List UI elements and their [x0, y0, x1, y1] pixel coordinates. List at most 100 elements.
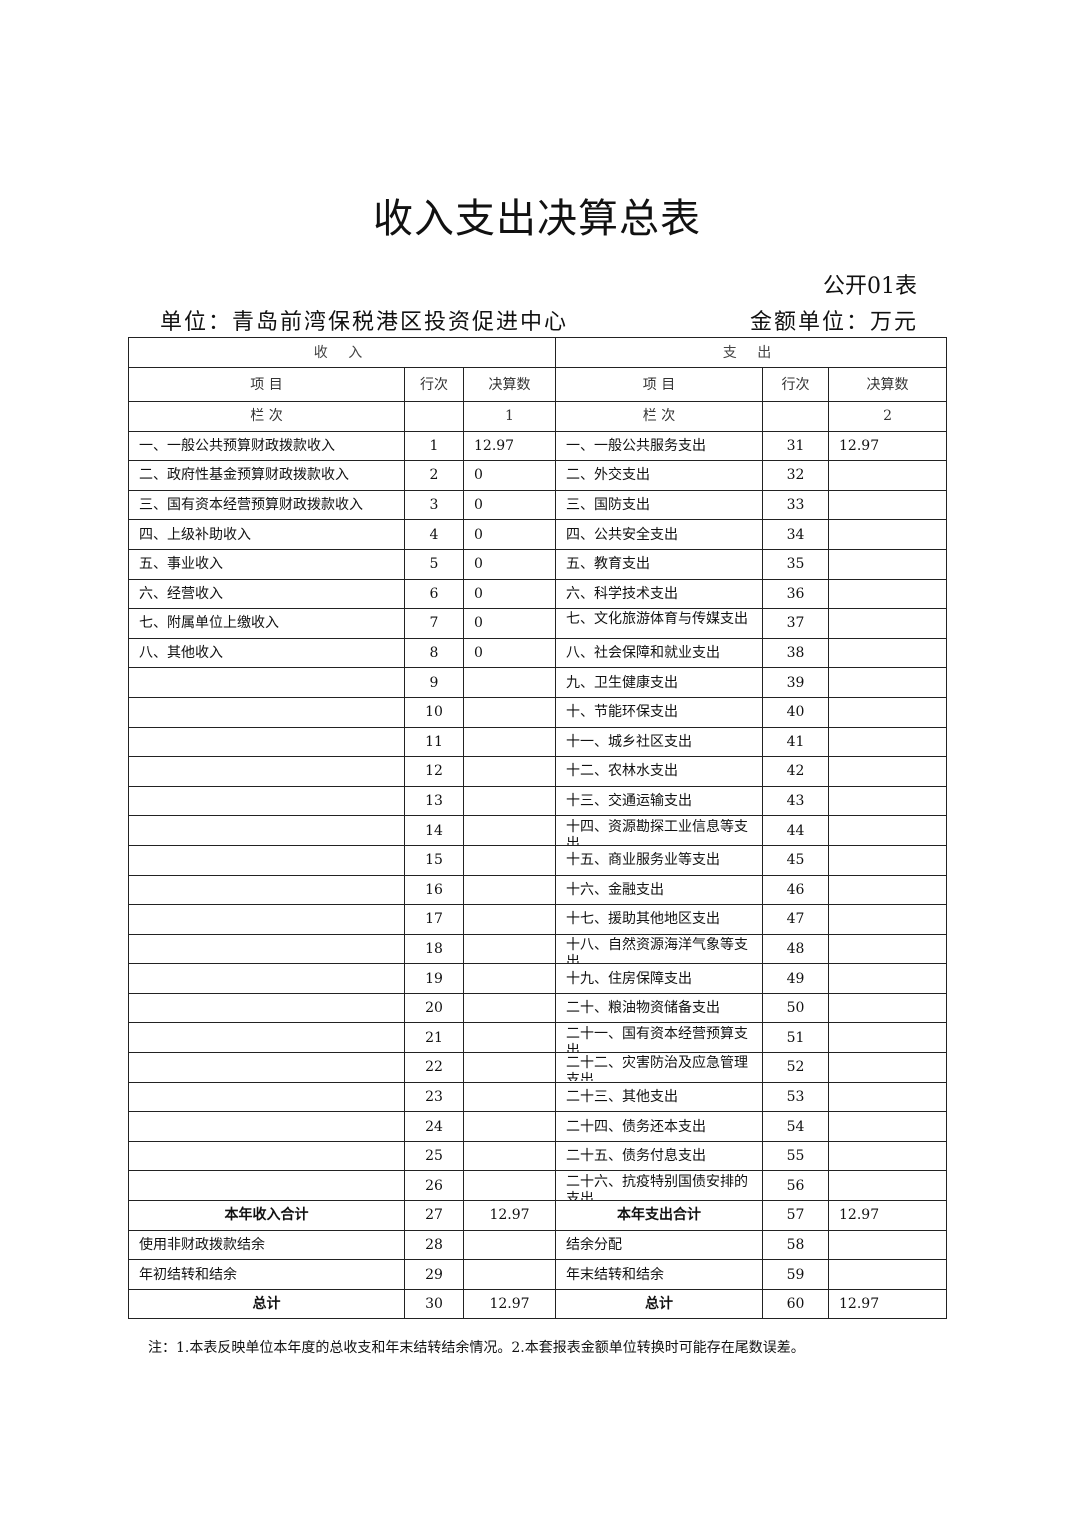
expense-amount — [828, 1052, 948, 1083]
expense-amount-header: 决算数 — [828, 367, 948, 402]
expense-amount — [828, 1022, 948, 1054]
expense-item: 十、节能环保支出 — [555, 696, 764, 728]
income-item: 总计 — [128, 1288, 405, 1320]
income-amount: 0 — [462, 489, 557, 521]
column-index-row: 栏 次 1 栏 次 2 — [128, 401, 948, 432]
expense-item: 二十一、国有资本经营预算支出 — [555, 1022, 764, 1054]
table-row: 三、国有资本经营预算财政拨款收入 3 0 三、国防支出 33 — [128, 489, 948, 521]
expense-row-no: 33 — [762, 489, 830, 521]
expense-amount — [828, 1111, 948, 1142]
expense-amount — [828, 992, 948, 1024]
income-amount: 12.97 — [462, 430, 557, 462]
expense-amount — [828, 1081, 948, 1113]
income-item — [128, 756, 405, 787]
income-row-no: 15 — [404, 844, 464, 876]
income-amount — [462, 1081, 557, 1113]
income-expense-table: 收 入 支 出 项 目 行次 决算数 项 目 行次 决算数 栏 次 1 栏 次 … — [127, 337, 948, 1320]
expense-item: 二十六、抗疫特别国债安排的支出 — [555, 1170, 764, 1202]
column-header-row: 项 目 行次 决算数 项 目 行次 决算数 — [128, 367, 948, 402]
income-row-no: 30 — [404, 1288, 464, 1320]
expense-item-header: 项 目 — [555, 367, 764, 402]
table-row: 使用非财政拨款结余 28 结余分配 58 — [128, 1229, 948, 1261]
income-amount: 0 — [462, 460, 557, 491]
income-item: 一、一般公共预算财政拨款收入 — [128, 430, 405, 462]
table-row: 18 十八、自然资源海洋气象等支出 48 — [128, 933, 948, 965]
income-row-no: 9 — [404, 667, 464, 698]
income-row-no: 12 — [404, 756, 464, 787]
expense-item: 年末结转和结余 — [555, 1259, 764, 1290]
income-row-no: 17 — [404, 904, 464, 935]
table-row: 24 二十四、债务还本支出 54 — [128, 1111, 948, 1142]
income-amount — [462, 1052, 557, 1083]
income-row-no: 3 — [404, 489, 464, 521]
income-amount — [462, 1140, 557, 1172]
income-amount — [462, 1022, 557, 1054]
table-row: 总计 30 12.97 总计 60 12.97 — [128, 1288, 948, 1320]
expense-row-no: 54 — [762, 1111, 830, 1142]
page-title: 收入支出决算总表 — [373, 196, 701, 242]
expense-row-no: 55 — [762, 1140, 830, 1172]
expense-row-no-header: 行次 — [762, 367, 830, 402]
expense-row-no: 38 — [762, 637, 830, 669]
income-amount: 0 — [462, 519, 557, 550]
table-code: 公开01表 — [823, 274, 917, 299]
expense-item: 一、一般公共服务支出 — [555, 430, 764, 462]
expense-item: 九、卫生健康支出 — [555, 667, 764, 698]
expense-row-no: 41 — [762, 726, 830, 758]
table-row: 二、政府性基金预算财政拨款收入 2 0 二、外交支出 32 — [128, 460, 948, 491]
expense-row-no: 58 — [762, 1229, 830, 1261]
expense-item: 十一、城乡社区支出 — [555, 726, 764, 758]
expense-amount — [828, 548, 948, 580]
income-amount — [462, 815, 557, 846]
income-amount — [462, 726, 557, 758]
expense-amount — [828, 726, 948, 758]
income-item: 本年收入合计 — [128, 1200, 405, 1231]
income-item — [128, 1052, 405, 1083]
expense-row-no: 56 — [762, 1170, 830, 1202]
income-amount — [462, 1229, 557, 1261]
income-row-no: 2 — [404, 460, 464, 491]
income-item — [128, 1081, 405, 1113]
expense-amount — [828, 785, 948, 817]
income-amount: 0 — [462, 548, 557, 580]
table-row: 21 二十一、国有资本经营预算支出 51 — [128, 1022, 948, 1054]
income-item — [128, 667, 405, 698]
income-row-no: 6 — [404, 578, 464, 610]
income-row-no: 11 — [404, 726, 464, 758]
income-row-no: 27 — [404, 1200, 464, 1231]
expense-row-no: 60 — [762, 1288, 830, 1320]
income-column-label: 栏 次 — [128, 401, 405, 432]
income-amount — [462, 963, 557, 994]
income-row-no: 19 — [404, 963, 464, 994]
expense-row-no: 34 — [762, 519, 830, 550]
income-item: 年初结转和结余 — [128, 1259, 405, 1290]
expense-amount — [828, 933, 948, 965]
income-amount — [462, 785, 557, 817]
table-row: 15 十五、商业服务业等支出 45 — [128, 844, 948, 876]
income-item — [128, 726, 405, 758]
income-item: 使用非财政拨款结余 — [128, 1229, 405, 1261]
expense-item: 十六、金融支出 — [555, 874, 764, 906]
income-item — [128, 874, 405, 906]
expense-row-no: 49 — [762, 963, 830, 994]
expense-item: 十五、商业服务业等支出 — [555, 844, 764, 876]
income-amount: 12.97 — [462, 1200, 557, 1231]
income-header: 收 入 — [127, 337, 557, 368]
section-header-row: 收 入 支 出 — [127, 337, 948, 368]
table-row: 17 十七、援助其他地区支出 47 — [128, 904, 948, 935]
expense-amount: 12.97 — [828, 1288, 948, 1320]
income-item — [128, 904, 405, 935]
income-row-no: 7 — [404, 608, 464, 639]
income-row-no: 26 — [404, 1170, 464, 1202]
expense-amount — [828, 460, 948, 491]
income-row-no: 28 — [404, 1229, 464, 1261]
table-row: 25 二十五、债务付息支出 55 — [128, 1140, 948, 1172]
expense-row-no: 47 — [762, 904, 830, 935]
expense-amount — [828, 1140, 948, 1172]
money-unit: 金额单位：万元 — [749, 310, 918, 335]
income-item: 七、附属单位上缴收入 — [128, 608, 405, 639]
income-item — [128, 992, 405, 1024]
table-row: 13 十三、交通运输支出 43 — [128, 785, 948, 817]
income-row-no-header: 行次 — [404, 367, 464, 402]
income-amount: 0 — [462, 578, 557, 610]
